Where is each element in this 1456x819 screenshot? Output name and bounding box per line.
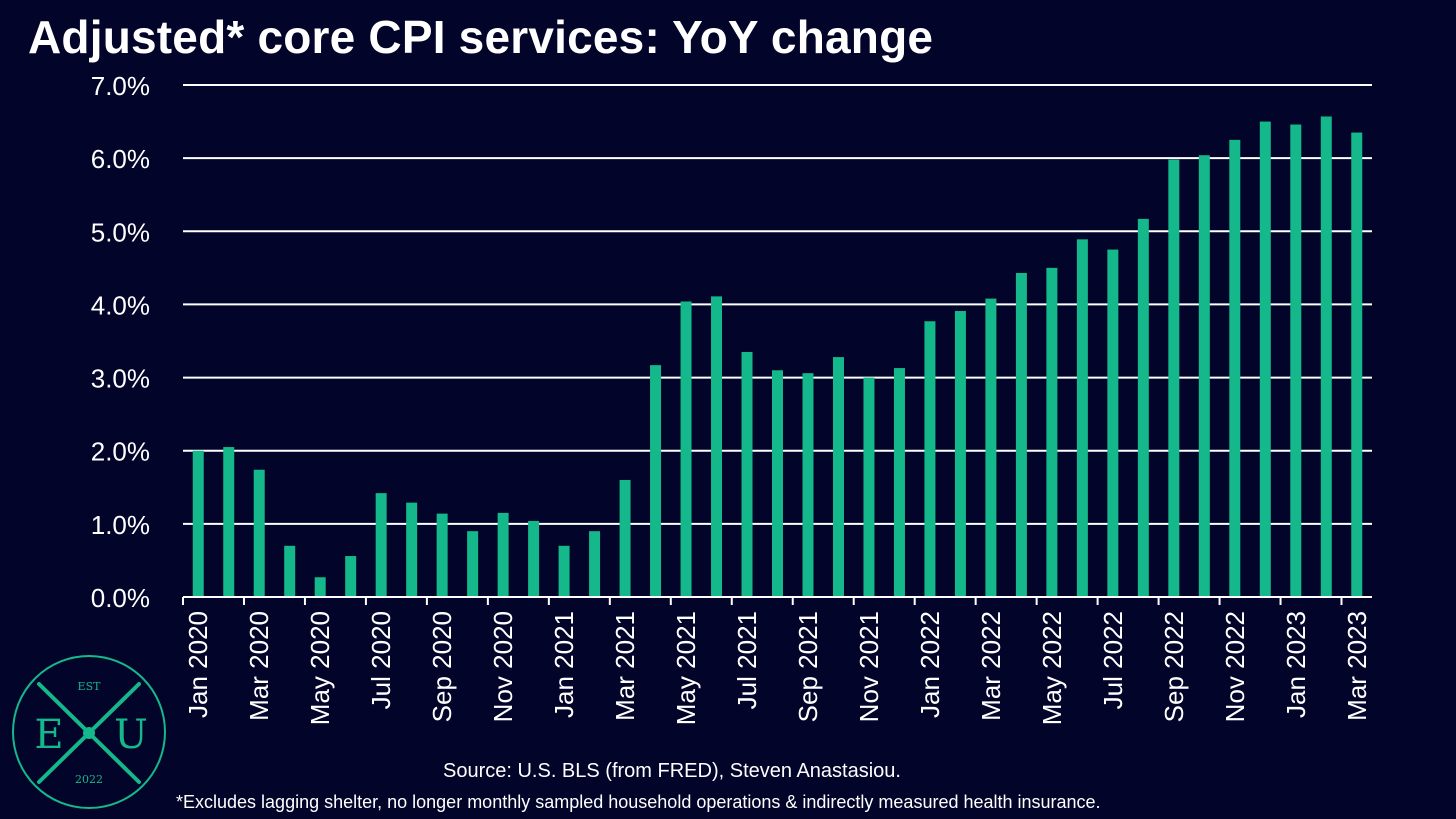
- bar: [467, 531, 478, 597]
- x-tick-label: Sep 2021: [793, 611, 823, 722]
- bar: [650, 365, 661, 597]
- bar: [437, 514, 448, 597]
- x-tick-label: May 2022: [1037, 611, 1067, 725]
- x-tick-label: Mar 2023: [1342, 611, 1372, 721]
- bar: [223, 447, 234, 597]
- bar: [406, 503, 417, 597]
- bar: [498, 513, 509, 597]
- bar: [1107, 250, 1118, 597]
- y-tick-label: 7.0%: [91, 71, 150, 101]
- source-note: Source: U.S. BLS (from FRED), Steven Ana…: [443, 760, 901, 783]
- bar: [1260, 122, 1271, 597]
- bar: [254, 470, 265, 597]
- x-tick-label: Sep 2020: [427, 611, 457, 722]
- logo-u-letter: U: [114, 712, 148, 758]
- bar: [1016, 273, 1027, 597]
- bar: [1168, 160, 1179, 597]
- x-tick-label: Jul 2020: [366, 611, 396, 709]
- x-tick-label: Nov 2021: [854, 611, 884, 722]
- exu-logo: EST E U 2022: [9, 652, 169, 812]
- x-tick-label: Jan 2023: [1281, 611, 1311, 718]
- y-tick-label: 1.0%: [91, 510, 150, 540]
- bar: [1229, 140, 1240, 597]
- y-tick-label: 5.0%: [91, 217, 150, 247]
- bar: [955, 311, 966, 597]
- bar: [1138, 219, 1149, 597]
- x-tick-label: Jan 2022: [915, 611, 945, 718]
- y-tick-label: 2.0%: [91, 437, 150, 467]
- bar-chart: 0.0% 1.0% 2.0% 3.0% 4.0% 5.0% 6.0% 7.0% Jan 202…: [0, 0, 1456, 819]
- bars: [193, 116, 1363, 597]
- bar: [193, 451, 204, 597]
- x-tick-label: Nov 2020: [488, 611, 518, 722]
- y-tick-label: 6.0%: [91, 144, 150, 174]
- bar: [924, 321, 935, 597]
- y-tick-label: 4.0%: [91, 290, 150, 320]
- bar: [894, 368, 905, 597]
- x-tick-label: May 2021: [671, 611, 701, 725]
- bar: [1290, 124, 1301, 597]
- bar: [1199, 155, 1210, 597]
- bar: [528, 521, 539, 597]
- footnote: *Excludes lagging shelter, no longer mon…: [176, 792, 1101, 813]
- x-tick-label: Mar 2021: [610, 611, 640, 721]
- bar: [833, 357, 844, 597]
- bar: [742, 352, 753, 597]
- y-tick-label: 3.0%: [91, 364, 150, 394]
- x-tick-label: Sep 2022: [1159, 611, 1189, 722]
- logo-e-letter: E: [34, 712, 63, 758]
- bar: [1321, 116, 1332, 597]
- x-tick-label: Jan 2021: [549, 611, 579, 718]
- bar: [315, 577, 326, 597]
- x-tick-label: Mar 2022: [976, 611, 1006, 721]
- bar: [681, 302, 692, 597]
- x-tick-label: Nov 2022: [1220, 611, 1250, 722]
- x-tick-label: Jan 2020: [183, 611, 213, 718]
- x-tick-label: Jul 2022: [1098, 611, 1128, 709]
- bar: [1351, 133, 1362, 597]
- y-tick-label: 0.0%: [91, 583, 150, 613]
- bar: [345, 556, 356, 597]
- bar: [772, 370, 783, 597]
- bar: [589, 531, 600, 597]
- x-tick-label: May 2020: [305, 611, 335, 725]
- bar: [711, 296, 722, 597]
- y-axis-ticks: 0.0% 1.0% 2.0% 3.0% 4.0% 5.0% 6.0% 7.0%: [91, 71, 150, 613]
- logo-year-text: 2022: [75, 773, 103, 786]
- bar: [284, 546, 295, 597]
- bar: [1046, 268, 1057, 597]
- x-tick-label: Mar 2020: [244, 611, 274, 721]
- x-axis-ticks: Jan 2020 Mar 2020 May 2020 Jul 2020 Sep 2020…: [183, 597, 1372, 725]
- bar: [620, 480, 631, 597]
- bar: [1077, 239, 1088, 597]
- bar: [559, 546, 570, 597]
- x-tick-label: Jul 2021: [732, 611, 762, 709]
- bar: [802, 373, 813, 597]
- bar: [863, 378, 874, 597]
- bar: [376, 493, 387, 597]
- bar: [985, 299, 996, 597]
- logo-est-text: EST: [78, 680, 102, 693]
